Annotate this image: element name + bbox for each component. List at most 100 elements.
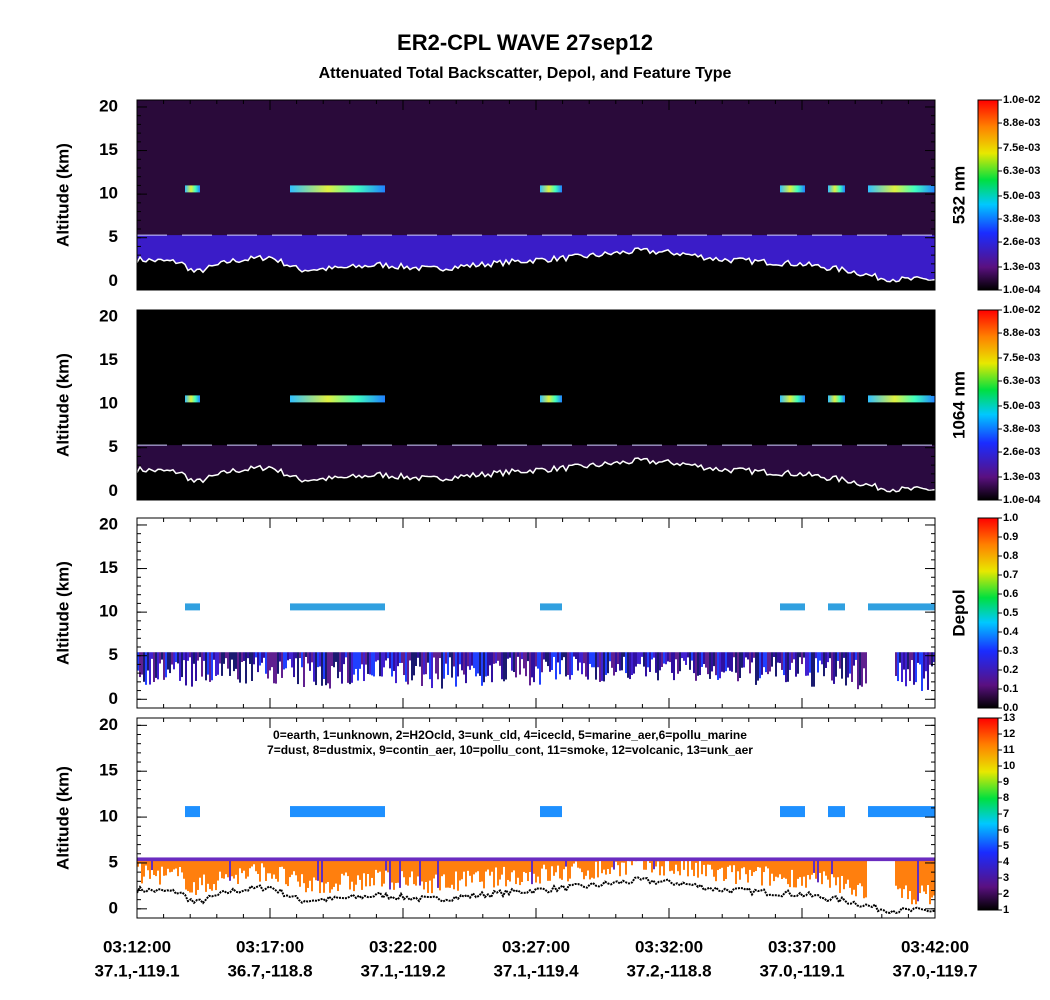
feature-column [481,860,483,882]
feature-column [177,860,179,877]
feature-column [185,860,187,890]
depol-column [689,652,691,670]
depol-column [345,652,347,658]
depol-column [401,652,403,663]
depol-column [799,652,801,658]
feature-column [455,860,457,872]
cloud [780,603,805,611]
feature-column [465,860,467,887]
depol-column [329,652,331,689]
depol-column [363,652,365,682]
feature-column [319,860,321,894]
depol-column [431,652,433,689]
feature-column [747,860,749,883]
feature-column [477,860,479,872]
feature-column [861,860,863,887]
feature-column [777,860,779,878]
feature-column [199,860,201,878]
feature-column [449,860,451,888]
depol-column [721,652,723,672]
depol-column [573,652,575,657]
feature-column [593,860,595,879]
depol-column [259,652,261,666]
depol-column [643,652,645,667]
depol-column [167,652,169,670]
colorbar-tick-label: 0.0 [1003,702,1018,714]
depol-column [561,652,563,661]
depol-column [829,652,831,659]
feature-column [767,860,769,869]
depol-column [703,652,705,665]
feature-column [249,860,251,869]
depol-column [453,652,455,667]
depol-column [919,652,921,665]
depol-column [543,652,545,660]
y-tick-label: 0 [109,689,118,708]
feature-column [153,860,155,875]
feature-column [765,860,767,867]
depol-column [727,652,729,668]
feature-column [303,860,305,884]
feature-column [535,860,537,883]
depol-column [255,652,257,658]
y-tick-label: 5 [109,852,118,871]
depol-column [367,652,369,674]
depol-column [841,652,843,679]
feature-column [483,860,485,889]
feature-column [435,860,437,875]
depol-column [709,652,711,679]
colorbar-tick-label: 0.9 [1003,531,1018,543]
depol-column [565,652,567,677]
feature-column [409,860,411,878]
depol-column [631,652,633,675]
depol-column [517,652,519,657]
feature-column [661,860,663,867]
depol-column [283,652,285,670]
feature-column [493,860,495,888]
depol-column [763,652,765,668]
feature-column [543,860,545,865]
feature-column [737,860,739,872]
feature-column [457,860,459,891]
depol-column [629,652,631,680]
depol-column [659,652,661,671]
feature-column [929,860,931,905]
feature-column [787,860,789,885]
feature-column [723,860,725,881]
colorbar-tick-label: 1.3e-03 [1003,261,1040,273]
depol-column [711,652,713,672]
depol-column [895,652,897,676]
feature-column [271,860,273,879]
depol-column [661,652,663,667]
feature-column [701,860,703,875]
depol-column [137,652,139,671]
depol-column [723,652,725,673]
feature-column [905,860,907,886]
feature-column [423,860,425,890]
y-tick-label: 10 [99,602,118,621]
depol-column [903,652,905,670]
x-tick-location: 37.0,-119.7 [892,961,977,980]
depol-column [343,652,345,665]
feature-column [215,860,217,891]
feature-column [235,860,237,875]
feature-column [733,860,735,866]
depol-column [229,652,231,676]
depol-column [333,652,335,668]
feature-column [287,860,289,887]
feature-column [149,860,151,879]
colorbar-tick-label: 4 [1003,856,1010,868]
depol-column [377,652,379,661]
feature-column [739,860,741,880]
feature-column [801,860,803,886]
depol-column [323,652,325,679]
feature-column [783,860,785,878]
depol-column [927,652,929,690]
feature-column [379,860,381,872]
depol-column [621,652,623,671]
cloud [828,185,845,193]
feature-column [705,860,707,877]
depol-column [595,652,597,680]
depol-column [925,652,927,672]
feature-column [643,860,645,870]
